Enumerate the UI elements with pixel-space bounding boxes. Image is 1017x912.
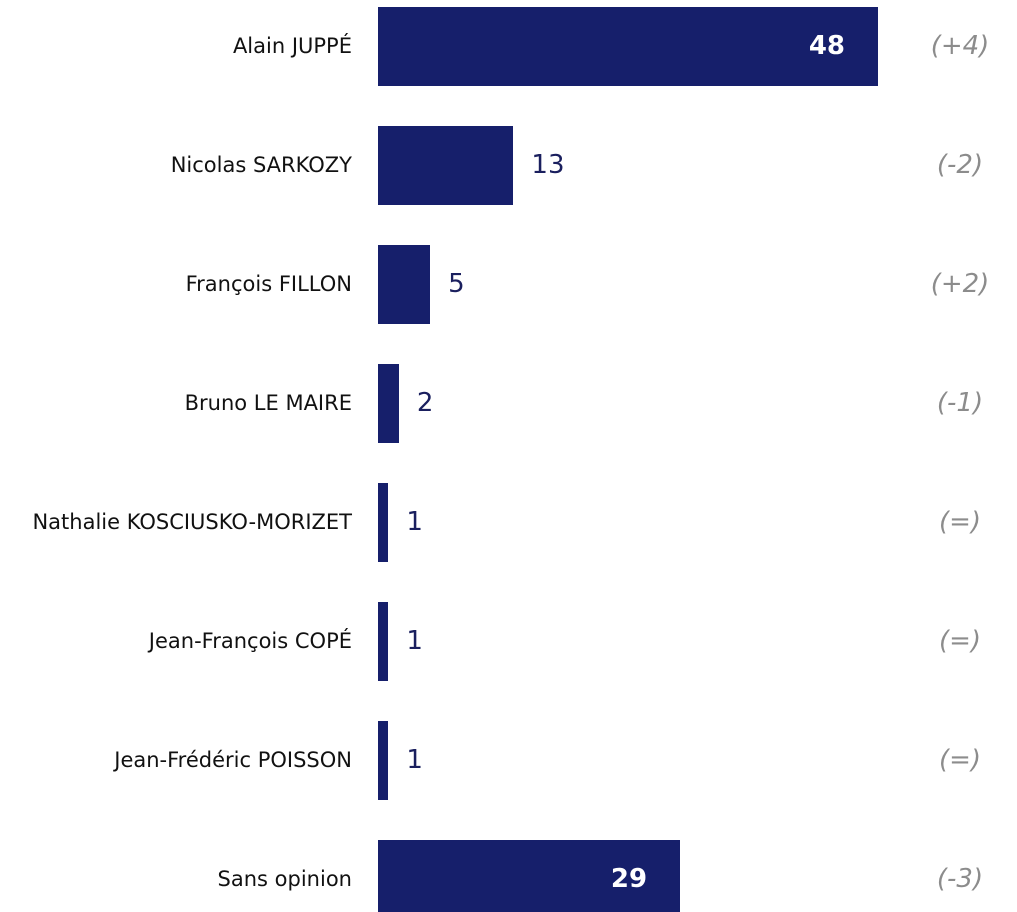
bar: [378, 6, 878, 86]
category-label: Jean-François COPÉ: [148, 629, 352, 653]
value-label: 29: [610, 864, 648, 894]
change-label: (-1): [936, 388, 984, 418]
category-label: Alain JUPPÉ: [232, 34, 352, 58]
change-label: (=): [938, 626, 982, 656]
value-label: 48: [808, 31, 845, 61]
category-label: Bruno LE MAIRE: [184, 391, 352, 415]
bar: [378, 720, 389, 800]
value-label: 5: [448, 269, 465, 299]
value-label: 1: [406, 626, 423, 656]
change-label: (-2): [936, 150, 984, 180]
change-label: (=): [938, 745, 982, 775]
value-label: 1: [406, 745, 423, 775]
bar: [378, 363, 399, 443]
bar: [378, 839, 681, 912]
bar: [378, 125, 514, 205]
category-label: Sans opinion: [217, 867, 352, 891]
bar: [378, 601, 389, 681]
category-label: François FILLON: [185, 272, 352, 296]
value-label: 2: [416, 388, 434, 418]
category-label: Nicolas SARKOZY: [170, 153, 352, 177]
change-label: (+4): [930, 31, 990, 61]
category-label: Nathalie KOSCIUSKO-MORIZET: [32, 510, 352, 534]
change-label: (-3): [936, 864, 984, 894]
value-label: 1: [406, 507, 423, 537]
bar: [378, 482, 389, 562]
change-label: (+2): [930, 269, 990, 299]
category-label: Jean-Frédéric POISSON: [114, 748, 352, 772]
bar: [378, 244, 431, 324]
change-label: (=): [938, 507, 982, 537]
value-label: 13: [531, 150, 565, 180]
